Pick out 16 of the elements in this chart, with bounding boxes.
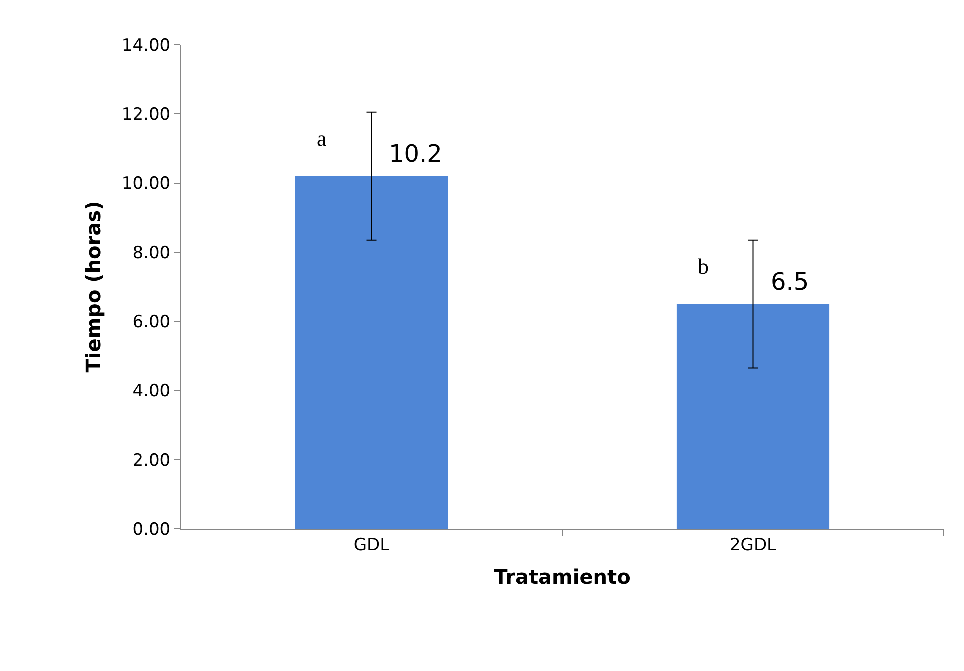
x-axis-title: Tratamiento [494, 564, 631, 589]
y-axis-title: Tiempo (horas) [81, 201, 106, 373]
y-tick-label: 14.00 [122, 36, 171, 56]
annotation: b [698, 254, 709, 279]
y-tick-label: 8.00 [132, 243, 171, 264]
data-label: 10.2 [389, 140, 442, 168]
x-tick-label: 2GDL [730, 535, 778, 556]
y-tick-label: 12.00 [122, 105, 171, 126]
y-tick-label: 4.00 [132, 382, 171, 402]
annotation: a [317, 126, 327, 151]
y-tick-label: 2.00 [132, 450, 171, 471]
y-tick-label: 0.00 [132, 520, 171, 540]
y-tick-label: 6.00 [132, 312, 171, 333]
data-label: 6.5 [771, 268, 810, 296]
x-tick-label: GDL [354, 535, 390, 556]
y-tick-label: 10.00 [122, 174, 171, 194]
